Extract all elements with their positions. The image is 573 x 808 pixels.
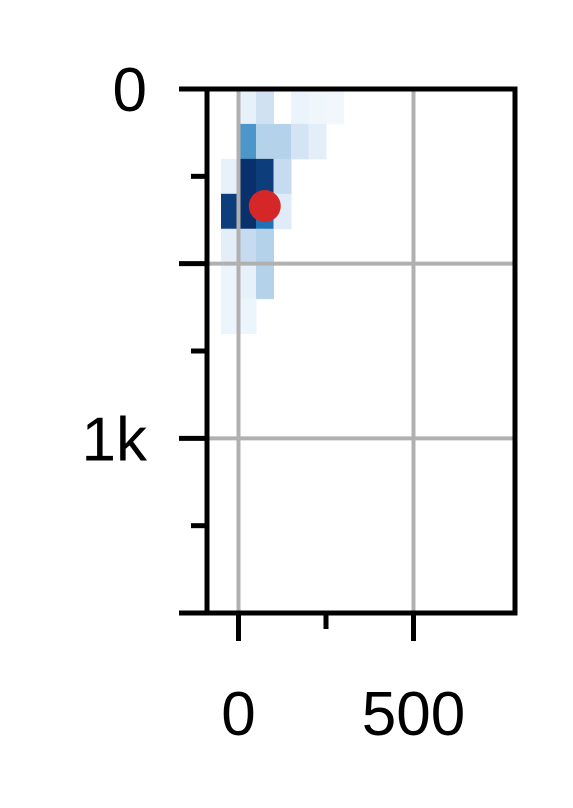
heatmap-cell [256, 263, 274, 300]
heatmap-cell [221, 263, 239, 300]
heatmap-cell [238, 228, 257, 265]
x-tick-label: 500 [362, 680, 465, 749]
heatmap-cell [238, 89, 257, 125]
x-tick-label: 0 [221, 680, 255, 749]
heatmap-cell [238, 298, 257, 335]
heatmap-cell [326, 89, 344, 125]
heatmap-cell [256, 89, 274, 125]
heatmap-cell [291, 89, 309, 125]
heatmap-cell [221, 298, 239, 335]
heatmap-cell [221, 158, 239, 195]
heatmap-cell [221, 228, 239, 265]
y-tick-label: 0 [113, 56, 147, 125]
heatmap-cell [291, 123, 309, 160]
heatmap-cells [221, 89, 344, 335]
marker-layer [248, 190, 281, 223]
heatmap-cell [256, 228, 274, 265]
y-tick-label: 1k [82, 405, 148, 474]
axis-ticks: 0 1k 0 500 [82, 56, 466, 749]
grid-lines [207, 89, 515, 613]
heatmap-cell [238, 123, 257, 160]
heatmap-cell [256, 158, 274, 195]
heatmap-cell [221, 193, 239, 230]
heatmap-cell [308, 123, 327, 160]
heatmap-cell [238, 158, 257, 195]
marker-point [248, 190, 281, 223]
heatmap-cell [256, 123, 274, 160]
heatmap-cell [273, 158, 292, 195]
heatmap-cell [238, 263, 257, 300]
heatmap-cell [308, 89, 327, 125]
heatmap-cell [273, 123, 292, 160]
